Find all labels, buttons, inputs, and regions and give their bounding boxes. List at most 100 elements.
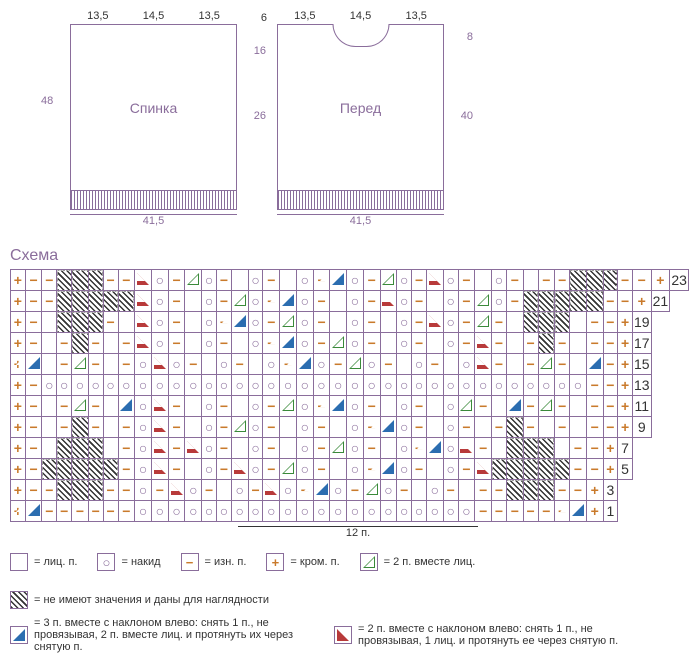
cell-circle: ○: [296, 438, 313, 459]
cell-circle: ○: [347, 270, 364, 291]
cell-dash: −: [363, 438, 380, 459]
cell-circle: ○: [397, 270, 412, 291]
cell-circle: ○: [57, 375, 72, 396]
cell-plus: +: [11, 375, 26, 396]
cell-circle: ○: [202, 501, 217, 522]
legend-text: = не имеют значения и даны для нагляднос…: [34, 594, 269, 606]
cell-tri-green: [347, 354, 364, 375]
front-top-dims: 13,514,513,5: [277, 10, 444, 22]
cell-dash: −: [42, 501, 57, 522]
cell-circle: ○: [202, 459, 217, 480]
cell-circle: ○: [231, 480, 248, 501]
cell-circle: ○: [135, 501, 152, 522]
cell-tri-red: [231, 459, 248, 480]
cell-tri-blue: [380, 417, 397, 438]
row-number: 19: [632, 312, 651, 333]
cell-circle: ○: [397, 501, 412, 522]
cell-circle: ○: [168, 354, 185, 375]
cell-dash: −: [263, 270, 280, 291]
cell-dash: −: [412, 312, 427, 333]
cell-dash: −: [313, 291, 330, 312]
cell-tri-red: [135, 270, 152, 291]
cell-hatch: [103, 459, 118, 480]
cell-tri-blue: [296, 354, 313, 375]
cell-blank: [570, 333, 587, 354]
cell-dash: −: [25, 396, 42, 417]
front-ribbing: [277, 191, 444, 210]
legend-item: = 2 п. вместе с наклоном влево: снять 1 …: [334, 617, 638, 653]
cell-blank: [523, 270, 538, 291]
cell-circle: ○: [202, 438, 217, 459]
cell-dash: −: [603, 354, 618, 375]
back-box: Спинка 48 16 26: [70, 24, 237, 191]
cell-tri-red: [168, 480, 185, 501]
cell-plus: +: [632, 291, 651, 312]
cell-dash: −: [412, 417, 427, 438]
cell-hatch: [57, 312, 72, 333]
cell-dash: −: [555, 417, 570, 438]
cell-dash: −: [88, 333, 103, 354]
cell-hatch: [538, 333, 555, 354]
cell-dash: −: [217, 459, 232, 480]
legend-text: = 2 п. вместе с наклоном влево: снять 1 …: [358, 623, 638, 647]
cell-tri-green: [231, 417, 248, 438]
cell-dash: −: [475, 501, 492, 522]
cell-circle: ○: [202, 291, 217, 312]
cell-blank: [42, 438, 57, 459]
cell-tri-red: [152, 354, 169, 375]
cell-circle: ○: [296, 333, 313, 354]
cell-blank: [570, 312, 587, 333]
cell-dash: −: [458, 270, 475, 291]
cell-circle: ○: [248, 375, 263, 396]
legend-item: = 2 п. вместе лиц.: [360, 553, 476, 571]
legend-text: = 3 п. вместе с наклоном влево: снять 1 …: [34, 617, 314, 653]
cell-tri-red: [475, 354, 492, 375]
cell-blank: [475, 417, 492, 438]
cell-dash: −: [118, 354, 135, 375]
cell-tri-blue: [330, 270, 347, 291]
cell-dash: −: [57, 354, 72, 375]
cell-circle: ○: [296, 312, 313, 333]
cell-blank: [538, 417, 555, 438]
cell-hatch: [538, 312, 555, 333]
cell-circle: ○: [135, 459, 152, 480]
cell-dash: −: [443, 480, 458, 501]
cell-blank: [427, 396, 444, 417]
cell-hatch: [72, 333, 89, 354]
cell-hatch: [570, 270, 587, 291]
cell-circle: ○: [280, 375, 297, 396]
row-number: 17: [632, 333, 651, 354]
cell-dash: −: [57, 333, 72, 354]
cell-plus: +: [618, 417, 633, 438]
cell-tri-blue: [25, 354, 42, 375]
cell-circle: ○: [492, 270, 507, 291]
cell-dash: −: [25, 312, 42, 333]
cell-hatch: [72, 417, 89, 438]
cell-circle: ○: [363, 375, 380, 396]
cell-tri-green: [72, 396, 89, 417]
cell-dash: −: [103, 312, 118, 333]
cell-dash: −: [347, 480, 364, 501]
cell-circle: ○: [202, 375, 217, 396]
cell-circle: ○: [443, 333, 458, 354]
cell-circle: ○: [397, 396, 412, 417]
cell-dash: −: [217, 438, 232, 459]
cell-dash: −: [363, 270, 380, 291]
cell-dash: −: [458, 417, 475, 438]
cell-dash: −: [118, 438, 135, 459]
cell-dash: −: [523, 396, 538, 417]
cell-blank: [217, 480, 232, 501]
cell-dash: −: [263, 417, 280, 438]
cell-blank: [185, 291, 202, 312]
cell-circle: ○: [263, 375, 280, 396]
cell-hatch: [42, 459, 57, 480]
cell-circle: ○: [347, 291, 364, 312]
cell-circle: ○: [135, 480, 152, 501]
cell-dash: −: [57, 501, 72, 522]
cell-blank: [427, 459, 444, 480]
cell-blank: [475, 270, 492, 291]
cell-dash: −: [363, 312, 380, 333]
cell-dash: −: [217, 270, 232, 291]
cell-circle: ○: [280, 501, 297, 522]
row-number: 11: [632, 396, 651, 417]
